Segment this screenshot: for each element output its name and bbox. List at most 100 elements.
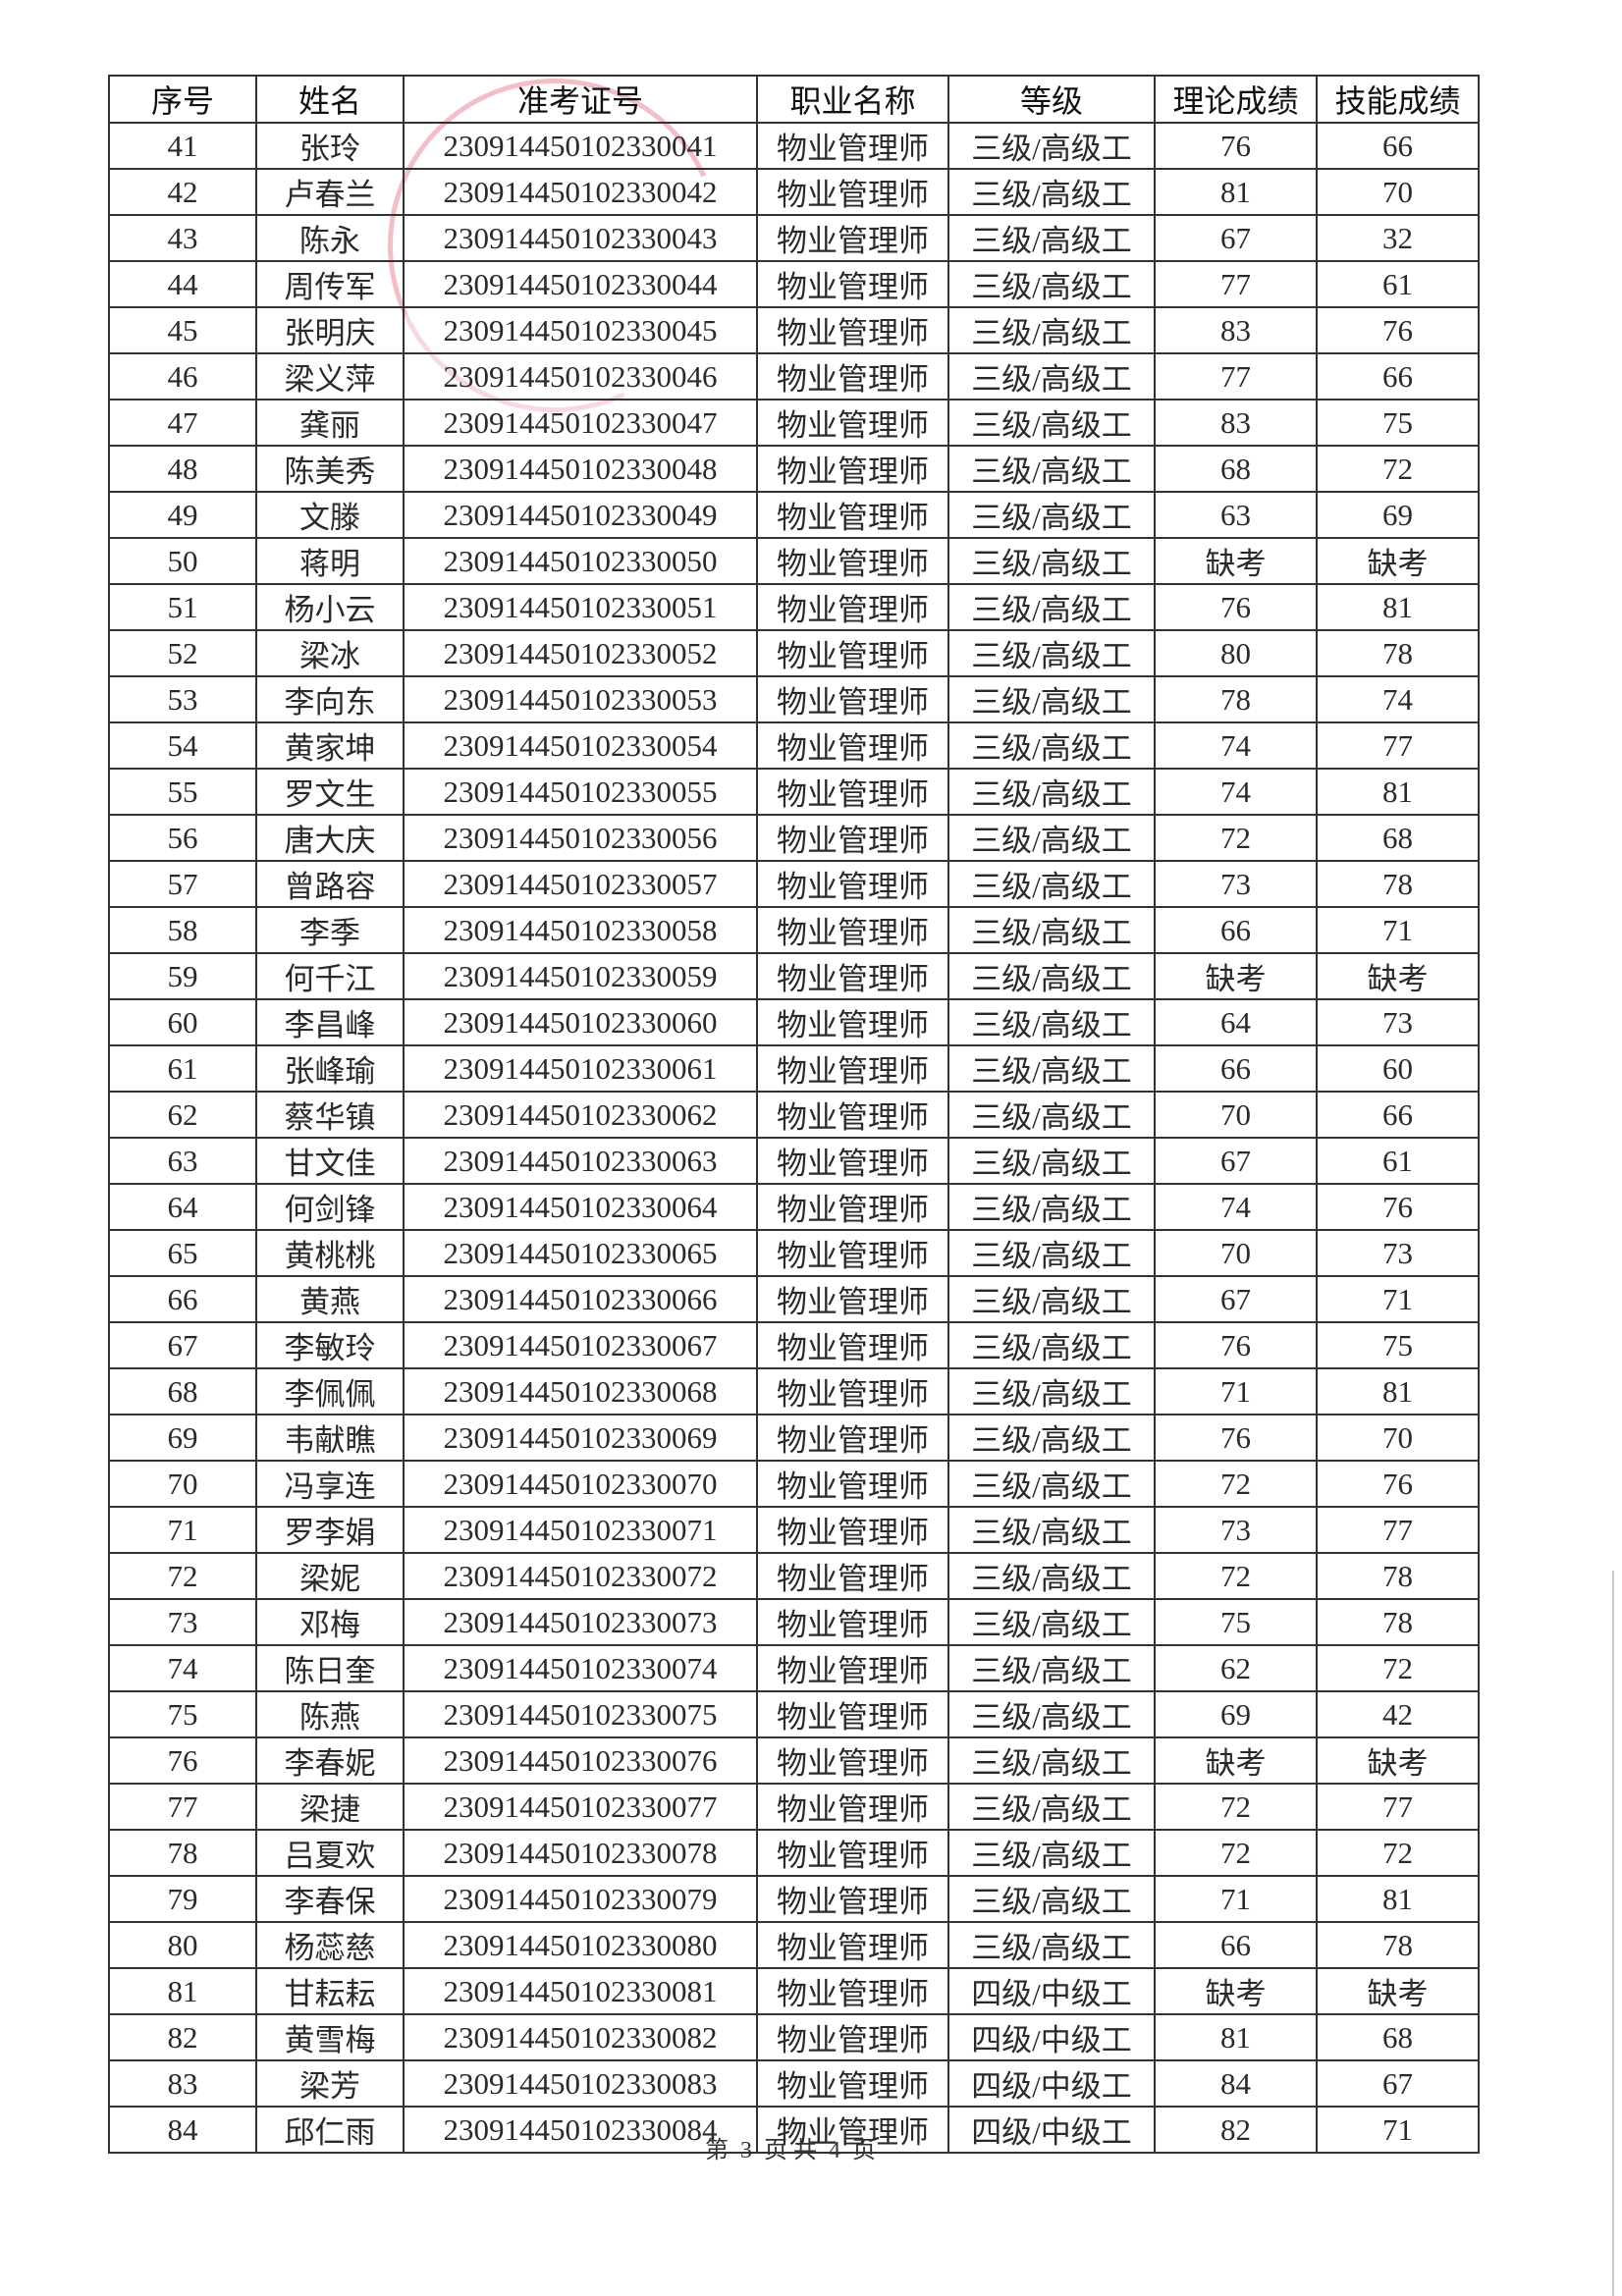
name-cell: 杨蕊慈: [255, 1921, 405, 1969]
name-cell: 梁捷: [255, 1783, 405, 1831]
occupation-cell: 物业管理师: [756, 1091, 949, 1139]
table-row: 77 梁捷 230914450102330077 物业管理师 三级/高级工 72 77: [108, 1783, 1480, 1831]
seq-cell: 78: [108, 1829, 257, 1877]
occupation-cell: 物业管理师: [756, 2013, 949, 2061]
theory-score-cell: 67: [1154, 214, 1318, 262]
ticket-number-cell: 230914450102330042: [403, 168, 758, 216]
seq-cell: 68: [108, 1367, 257, 1415]
table-row: 64 何剑锋 230914450102330064 物业管理师 三级/高级工 74 76: [108, 1183, 1480, 1231]
theory-score-cell: 69: [1154, 1690, 1318, 1738]
theory-score-cell: 83: [1154, 399, 1318, 447]
occupation-cell: 物业管理师: [756, 1414, 949, 1462]
name-cell: 梁冰: [255, 629, 405, 677]
skill-score-cell: 71: [1316, 1275, 1480, 1323]
theory-score-cell: 70: [1154, 1229, 1318, 1277]
level-cell: 三级/高级工: [947, 260, 1156, 308]
name-cell: 张明庆: [255, 306, 405, 354]
table-row: 73 邓梅 230914450102330073 物业管理师 三级/高级工 75 78: [108, 1598, 1480, 1646]
seq-cell: 42: [108, 168, 257, 216]
skill-score-cell: 69: [1316, 491, 1480, 539]
table-row: 49 文滕 230914450102330049 物业管理师 三级/高级工 63 69: [108, 491, 1480, 539]
header-name: 姓名: [255, 75, 405, 124]
occupation-cell: 物业管理师: [756, 1367, 949, 1415]
theory-score-cell: 72: [1154, 1829, 1318, 1877]
ticket-number-cell: 230914450102330068: [403, 1367, 758, 1415]
skill-score-cell: 77: [1316, 1783, 1480, 1831]
level-cell: 三级/高级工: [947, 1321, 1156, 1369]
level-cell: 三级/高级工: [947, 906, 1156, 954]
ticket-number-cell: 230914450102330055: [403, 768, 758, 816]
skill-score-cell: 66: [1316, 352, 1480, 400]
table-row: 75 陈燕 230914450102330075 物业管理师 三级/高级工 69 42: [108, 1690, 1480, 1738]
seq-cell: 52: [108, 629, 257, 677]
level-cell: 三级/高级工: [947, 1875, 1156, 1923]
level-cell: 三级/高级工: [947, 1183, 1156, 1231]
theory-score-cell: 78: [1154, 675, 1318, 723]
header-ticket-number: 准考证号: [403, 75, 758, 124]
skill-score-cell: 73: [1316, 1229, 1480, 1277]
occupation-cell: 物业管理师: [756, 721, 949, 770]
level-cell: 三级/高级工: [947, 675, 1156, 723]
seq-cell: 62: [108, 1091, 257, 1139]
theory-score-cell: 缺考: [1154, 952, 1318, 1000]
table-row: 74 陈日奎 230914450102330074 物业管理师 三级/高级工 62 72: [108, 1644, 1480, 1692]
skill-score-cell: 77: [1316, 1506, 1480, 1554]
occupation-cell: 物业管理师: [756, 860, 949, 908]
table-row: 51 杨小云 230914450102330051 物业管理师 三级/高级工 76 81: [108, 583, 1480, 631]
footer-suffix: 页: [852, 2138, 876, 2163]
theory-score-cell: 76: [1154, 1321, 1318, 1369]
seq-cell: 43: [108, 214, 257, 262]
theory-score-cell: 66: [1154, 1921, 1318, 1969]
level-cell: 三级/高级工: [947, 1829, 1156, 1877]
ticket-number-cell: 230914450102330065: [403, 1229, 758, 1277]
table-body: 41 张玲 230914450102330041 物业管理师 三级/高级工 76 66 42 卢…: [108, 122, 1480, 2154]
level-cell: 三级/高级工: [947, 491, 1156, 539]
name-cell: 梁芳: [255, 2059, 405, 2108]
footer-prefix: 第: [705, 2138, 729, 2163]
theory-score-cell: 81: [1154, 2013, 1318, 2061]
occupation-cell: 物业管理师: [756, 1598, 949, 1646]
table-row: 66 黄燕 230914450102330066 物业管理师 三级/高级工 67 71: [108, 1275, 1480, 1323]
skill-score-cell: 81: [1316, 583, 1480, 631]
name-cell: 李昌峰: [255, 998, 405, 1046]
name-cell: 陈日奎: [255, 1644, 405, 1692]
theory-score-cell: 82: [1154, 2106, 1318, 2154]
occupation-cell: 物业管理师: [756, 1552, 949, 1600]
skill-score-cell: 78: [1316, 629, 1480, 677]
skill-score-cell: 67: [1316, 2059, 1480, 2108]
table-row: 68 李佩佩 230914450102330068 物业管理师 三级/高级工 71 81: [108, 1367, 1480, 1415]
level-cell: 三级/高级工: [947, 214, 1156, 262]
level-cell: 三级/高级工: [947, 1460, 1156, 1508]
skill-score-cell: 72: [1316, 1644, 1480, 1692]
table-row: 52 梁冰 230914450102330052 物业管理师 三级/高级工 80 78: [108, 629, 1480, 677]
name-cell: 陈美秀: [255, 445, 405, 493]
level-cell: 三级/高级工: [947, 1137, 1156, 1185]
occupation-cell: 物业管理师: [756, 1967, 949, 2015]
occupation-cell: 物业管理师: [756, 1229, 949, 1277]
ticket-number-cell: 230914450102330048: [403, 445, 758, 493]
level-cell: 三级/高级工: [947, 814, 1156, 862]
occupation-cell: 物业管理师: [756, 1875, 949, 1923]
name-cell: 甘耘耘: [255, 1967, 405, 2015]
table-header-row: 序号 姓名 准考证号 职业名称 等级 理论成绩 技能成绩: [108, 75, 1480, 124]
skill-score-cell: 76: [1316, 306, 1480, 354]
seq-cell: 65: [108, 1229, 257, 1277]
level-cell: 三级/高级工: [947, 629, 1156, 677]
occupation-cell: 物业管理师: [756, 1183, 949, 1231]
level-cell: 四级/中级工: [947, 2013, 1156, 2061]
theory-score-cell: 74: [1154, 721, 1318, 770]
skill-score-cell: 66: [1316, 122, 1480, 170]
seq-cell: 59: [108, 952, 257, 1000]
level-cell: 三级/高级工: [947, 1598, 1156, 1646]
skill-score-cell: 73: [1316, 998, 1480, 1046]
level-cell: 三级/高级工: [947, 1091, 1156, 1139]
name-cell: 张玲: [255, 122, 405, 170]
ticket-number-cell: 230914450102330059: [403, 952, 758, 1000]
name-cell: 黄桃桃: [255, 1229, 405, 1277]
skill-score-cell: 72: [1316, 1829, 1480, 1877]
theory-score-cell: 77: [1154, 260, 1318, 308]
name-cell: 何千江: [255, 952, 405, 1000]
theory-score-cell: 66: [1154, 1044, 1318, 1093]
occupation-cell: 物业管理师: [756, 352, 949, 400]
ticket-number-cell: 230914450102330045: [403, 306, 758, 354]
